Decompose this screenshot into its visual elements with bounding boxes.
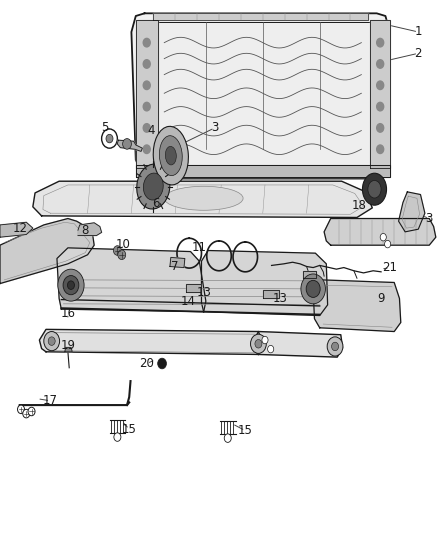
Polygon shape [39, 329, 263, 354]
Polygon shape [0, 219, 94, 284]
Text: 11: 11 [192, 241, 207, 254]
Text: 9: 9 [377, 292, 385, 305]
Polygon shape [324, 219, 436, 245]
Circle shape [113, 246, 121, 255]
Text: 13: 13 [196, 286, 211, 298]
Circle shape [143, 124, 150, 132]
Circle shape [306, 280, 320, 297]
Circle shape [158, 358, 166, 369]
Circle shape [377, 81, 384, 90]
Circle shape [143, 145, 150, 154]
Polygon shape [170, 257, 185, 268]
Circle shape [143, 102, 150, 111]
Text: 14: 14 [181, 295, 196, 308]
Circle shape [63, 276, 79, 295]
Text: 1: 1 [414, 26, 422, 38]
Text: 13: 13 [273, 292, 288, 305]
Text: 3: 3 [426, 212, 433, 225]
Polygon shape [131, 13, 390, 179]
Circle shape [377, 145, 384, 154]
Ellipse shape [143, 173, 163, 200]
Ellipse shape [368, 180, 381, 198]
Ellipse shape [153, 126, 188, 185]
Ellipse shape [137, 164, 170, 209]
Polygon shape [253, 332, 343, 357]
Polygon shape [65, 348, 72, 352]
Circle shape [224, 434, 231, 442]
Circle shape [385, 240, 391, 248]
Circle shape [262, 336, 268, 344]
Text: 2: 2 [414, 47, 422, 60]
Polygon shape [186, 284, 201, 292]
Text: 7: 7 [171, 260, 179, 273]
Polygon shape [201, 251, 328, 316]
Text: 21: 21 [382, 261, 397, 274]
Polygon shape [136, 165, 390, 177]
Circle shape [102, 129, 117, 148]
Polygon shape [78, 223, 102, 236]
Text: 6: 6 [152, 197, 159, 210]
Circle shape [377, 124, 384, 132]
Polygon shape [263, 290, 279, 298]
Polygon shape [0, 222, 33, 237]
Polygon shape [303, 271, 316, 278]
Text: 15: 15 [122, 423, 137, 435]
Ellipse shape [362, 173, 387, 205]
Circle shape [118, 250, 126, 260]
Text: 19: 19 [60, 339, 75, 352]
Circle shape [327, 337, 343, 356]
Circle shape [123, 139, 131, 149]
Circle shape [58, 269, 84, 301]
Circle shape [44, 332, 60, 351]
Text: 4: 4 [147, 124, 155, 137]
Polygon shape [399, 192, 425, 232]
Text: 3: 3 [211, 122, 218, 134]
Text: 5: 5 [102, 122, 109, 134]
Circle shape [380, 233, 386, 241]
Text: 17: 17 [43, 394, 58, 407]
Circle shape [106, 134, 113, 143]
Ellipse shape [159, 136, 182, 175]
Circle shape [143, 60, 150, 68]
Text: 15: 15 [238, 424, 253, 437]
Circle shape [28, 407, 35, 416]
Circle shape [301, 274, 325, 304]
Circle shape [23, 409, 30, 418]
Circle shape [377, 60, 384, 68]
Circle shape [377, 38, 384, 47]
Polygon shape [313, 280, 401, 332]
Polygon shape [57, 248, 206, 312]
Ellipse shape [165, 147, 177, 165]
Polygon shape [153, 13, 368, 20]
Circle shape [18, 405, 25, 414]
Circle shape [251, 334, 266, 353]
Circle shape [67, 281, 74, 289]
Text: 12: 12 [12, 222, 27, 235]
Text: 16: 16 [60, 307, 75, 320]
Circle shape [48, 337, 55, 345]
Circle shape [114, 433, 121, 441]
Text: 20: 20 [139, 357, 154, 370]
Polygon shape [117, 140, 142, 151]
Text: 8: 8 [82, 224, 89, 237]
Circle shape [255, 340, 262, 348]
Circle shape [143, 38, 150, 47]
Circle shape [268, 345, 274, 353]
Circle shape [332, 342, 339, 351]
Text: 10: 10 [115, 238, 130, 251]
Ellipse shape [164, 187, 243, 211]
Polygon shape [136, 20, 158, 168]
Polygon shape [155, 22, 370, 168]
Circle shape [377, 102, 384, 111]
Polygon shape [370, 20, 390, 168]
Circle shape [143, 81, 150, 90]
Polygon shape [33, 181, 372, 217]
Text: 18: 18 [352, 199, 367, 212]
